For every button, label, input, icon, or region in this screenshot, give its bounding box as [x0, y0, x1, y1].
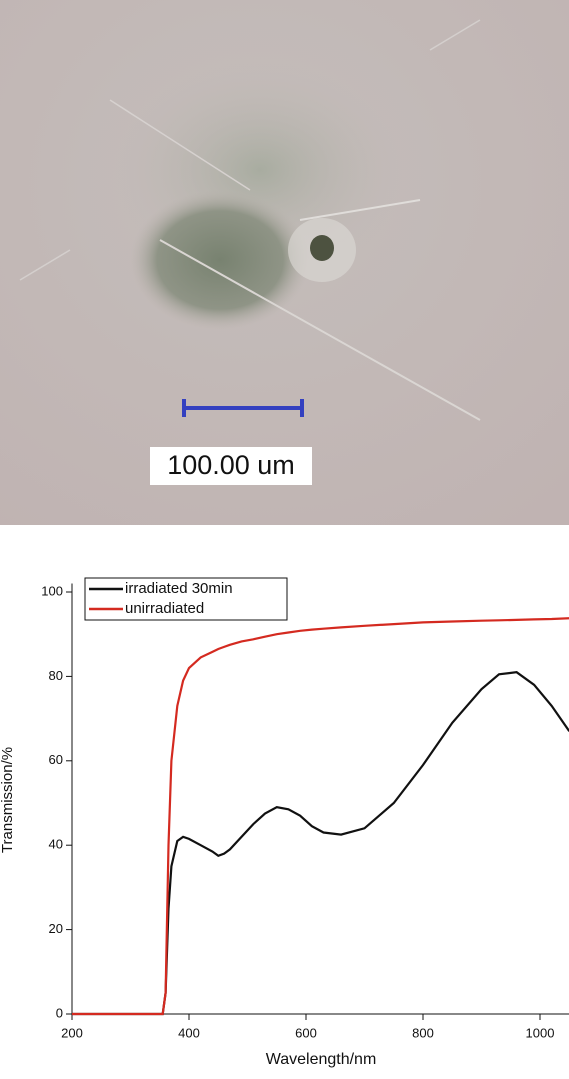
series-line [72, 617, 569, 1016]
x-tick-label: 200 [61, 1025, 83, 1040]
x-tick-label: 400 [178, 1025, 200, 1040]
legend-label: unirradiated [125, 600, 204, 617]
y-tick-label: 80 [49, 668, 63, 683]
y-tick-label: 40 [49, 837, 63, 852]
x-tick-label: 600 [295, 1025, 317, 1040]
series-line [72, 671, 569, 1016]
legend-box [84, 577, 288, 621]
plot-area [72, 617, 569, 1016]
micrograph: 100.00 um [0, 0, 569, 525]
scale-bar-label: 100.00 um [167, 450, 295, 480]
legend-label: irradiated 30min [125, 580, 233, 597]
y-tick-label: 20 [49, 921, 63, 936]
x-tick-label: 800 [412, 1025, 434, 1040]
y-axis-label: Transmission/% [0, 747, 16, 853]
y-tick-label: 100 [41, 583, 63, 598]
x-axis-label: Wavelength/nm [266, 1051, 377, 1068]
y-tick-label: 60 [49, 752, 63, 767]
x-tick-label: 1000 [526, 1025, 555, 1040]
y-tick-label: 0 [56, 1005, 63, 1020]
